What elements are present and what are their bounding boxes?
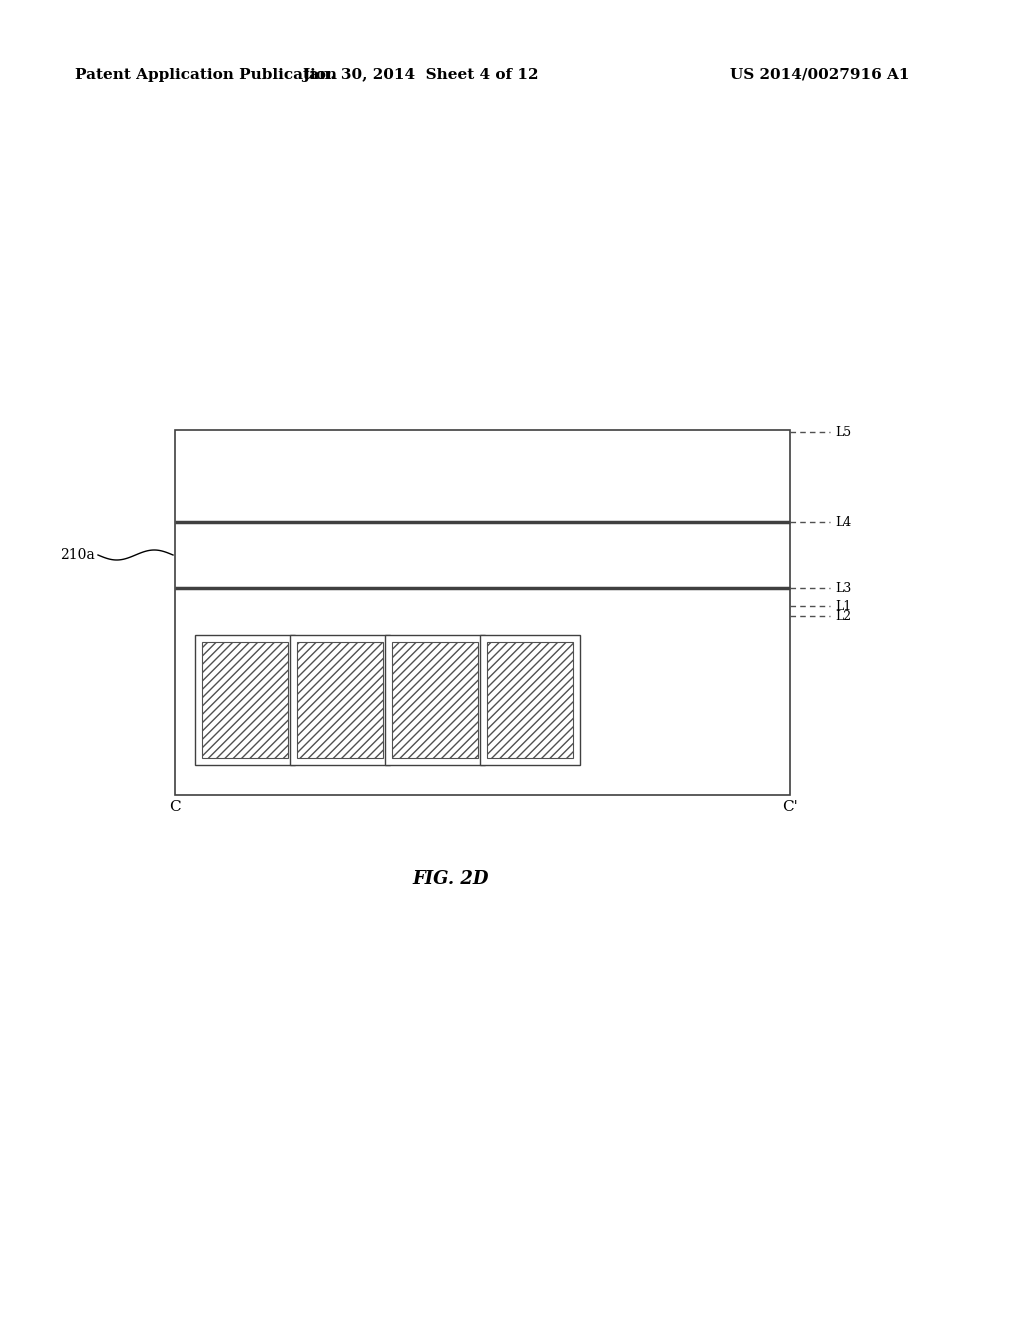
- Bar: [175, 430, 790, 795]
- Text: US 2014/0027916 A1: US 2014/0027916 A1: [730, 69, 909, 82]
- Bar: [385, 635, 485, 766]
- Text: L5: L5: [835, 425, 851, 438]
- Text: Patent Application Publication: Patent Application Publication: [75, 69, 337, 82]
- Text: L1: L1: [835, 599, 851, 612]
- Bar: [297, 642, 383, 758]
- Bar: [202, 642, 288, 758]
- Text: Jan. 30, 2014  Sheet 4 of 12: Jan. 30, 2014 Sheet 4 of 12: [302, 69, 539, 82]
- Text: L2: L2: [835, 610, 851, 623]
- Bar: [487, 642, 573, 758]
- Bar: [195, 635, 295, 766]
- Text: 210a: 210a: [60, 548, 95, 562]
- Bar: [480, 635, 580, 766]
- Text: L4: L4: [835, 516, 851, 528]
- Text: L3: L3: [835, 582, 851, 594]
- Text: FIG. 2D: FIG. 2D: [413, 870, 488, 888]
- Bar: [290, 635, 390, 766]
- Text: C': C': [782, 800, 798, 814]
- Bar: [392, 642, 478, 758]
- Text: C: C: [169, 800, 181, 814]
